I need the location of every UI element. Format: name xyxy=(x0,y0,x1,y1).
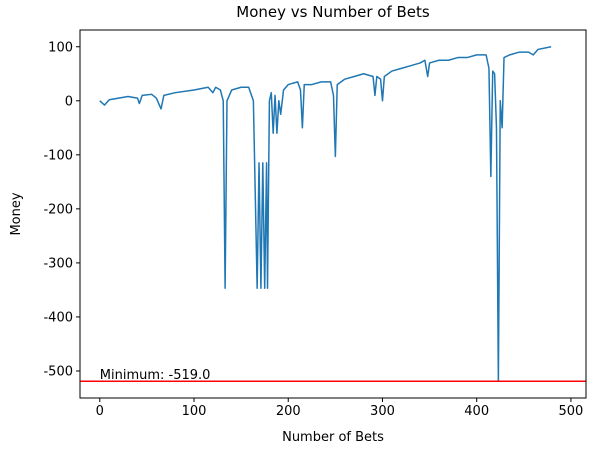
y-tick-label: -400 xyxy=(43,310,73,325)
chart-title: Money vs Number of Bets xyxy=(236,3,430,21)
x-axis-label: Number of Bets xyxy=(282,430,384,445)
y-tick-label: -100 xyxy=(43,148,73,163)
x-tick-label: 200 xyxy=(276,404,301,419)
y-tick-label: -300 xyxy=(43,256,73,271)
x-tick-label: 500 xyxy=(559,404,584,419)
y-tick-label: 100 xyxy=(48,40,73,55)
plot-frame xyxy=(79,29,587,399)
data-line xyxy=(99,46,552,382)
y-tick-label: 0 xyxy=(65,94,73,109)
y-axis-label: Money xyxy=(9,192,24,235)
x-tick-label: 100 xyxy=(182,404,207,419)
y-tick-label: -500 xyxy=(43,364,73,379)
y-tick-label: -200 xyxy=(43,202,73,217)
minimum-label: Minimum: -519.0 xyxy=(100,368,211,383)
x-tick-label: 400 xyxy=(464,404,489,419)
x-tick-label: 0 xyxy=(96,404,104,419)
x-tick-label: 300 xyxy=(370,404,395,419)
